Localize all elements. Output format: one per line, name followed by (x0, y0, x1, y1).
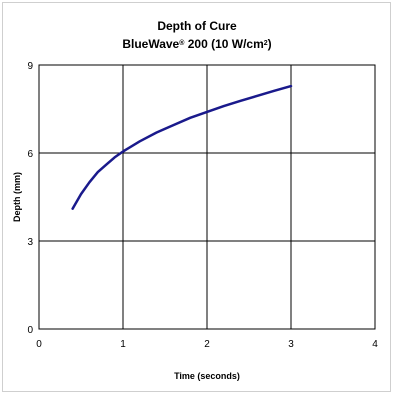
y-tick-label: 6 (27, 149, 33, 160)
y-tick-label: 9 (27, 61, 33, 72)
subtitle-superscript-2: 2 (264, 40, 268, 47)
subtitle-middle: 200 (10 W/cm (184, 37, 263, 51)
y-tick-label: 3 (27, 237, 33, 248)
tick-labels: 0 1 2 3 4 0 3 6 9 (27, 61, 378, 350)
y-tick-label: 0 (27, 325, 33, 336)
subtitle-end: ) (268, 37, 272, 51)
y-axis-label: Depth (mm) (12, 172, 22, 222)
depth-of-cure-chart: Depth of Cure BlueWave® 200 (10 W/cm2) 0… (12, 19, 378, 381)
depth-series-line (71, 84, 293, 210)
series-layer (71, 84, 293, 210)
grid (39, 65, 375, 329)
chart-title: Depth of Cure (157, 19, 237, 33)
chart-subtitle: BlueWave® 200 (10 W/cm2) (122, 37, 271, 51)
subtitle-registered-mark: ® (179, 39, 185, 47)
x-axis-label: Time (seconds) (174, 371, 240, 381)
x-tick-label: 4 (372, 339, 378, 350)
x-tick-label: 2 (204, 339, 210, 350)
plot-area-border (38, 64, 376, 330)
x-tick-label: 0 (36, 339, 42, 350)
x-tick-label: 1 (120, 339, 126, 350)
chart-frame: Depth of Cure BlueWave® 200 (10 W/cm2) 0… (2, 2, 391, 392)
x-tick-label: 3 (288, 339, 294, 350)
subtitle-main: BlueWave (122, 37, 179, 51)
